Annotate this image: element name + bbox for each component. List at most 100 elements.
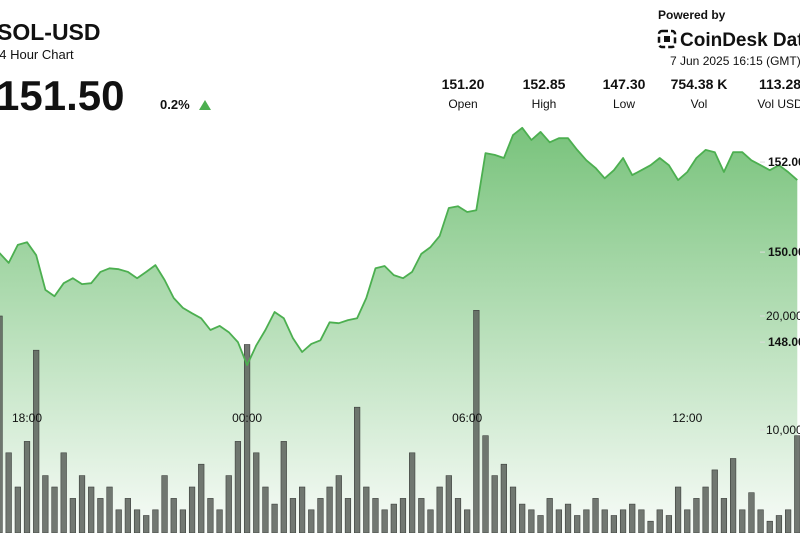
- volume-bar: [344, 498, 352, 533]
- volume-bar: [363, 486, 370, 533]
- volume-bar: [179, 509, 187, 533]
- change-arrow: [199, 100, 211, 110]
- volume-bar: [381, 509, 388, 533]
- volume-bar: [409, 452, 416, 533]
- y-tick-label: 148.00: [768, 335, 800, 349]
- volume-bar: [647, 520, 654, 533]
- x-tick-label: 00:00: [232, 411, 262, 425]
- volume-bar: [308, 509, 315, 533]
- y-tick-label: 150.00: [768, 245, 800, 259]
- volume-bar: [216, 509, 223, 533]
- volume-bar: [78, 475, 86, 533]
- y2-tick-label: 10,000: [766, 423, 800, 437]
- volume-bar: [427, 509, 434, 533]
- volume-bar: [454, 498, 462, 533]
- stat-label: Vol: [691, 97, 708, 111]
- volume-bar: [748, 492, 755, 533]
- volume-bar: [629, 503, 636, 533]
- volume-bar: [326, 486, 333, 533]
- volume-bar: [317, 498, 324, 533]
- volume-bar: [436, 486, 443, 533]
- stat-value: 151.20: [442, 76, 485, 92]
- volume-bar: [491, 475, 498, 533]
- stat-value: 152.85: [523, 76, 566, 92]
- volume-bar: [555, 509, 562, 533]
- y-tick-label: 152.00: [768, 155, 800, 169]
- volume-bar: [546, 498, 553, 533]
- volume-bar: [299, 486, 306, 533]
- price-area: [0, 127, 798, 533]
- x-tick-label: 06:00: [452, 411, 482, 425]
- volume-bar: [69, 498, 76, 533]
- volume-bar: [592, 498, 599, 533]
- volume-bar: [60, 452, 67, 533]
- volume-bar: [262, 486, 269, 533]
- volume-bar: [794, 435, 800, 533]
- volume-bar: [225, 475, 232, 533]
- volume-bar: [445, 475, 452, 533]
- volume-bar: [674, 486, 682, 533]
- volume-bar: [775, 515, 783, 533]
- volume-bar: [473, 309, 480, 533]
- brand-name: CoinDesk Data: [680, 30, 800, 51]
- price-line: [0, 126, 798, 366]
- volume-bar: [106, 486, 113, 533]
- volume-bar: [115, 509, 122, 533]
- stat-label: Open: [448, 97, 477, 111]
- volume-bar: [757, 509, 764, 533]
- volume-bar: [601, 509, 608, 533]
- volume-bar: [335, 475, 342, 533]
- volume-bar: [418, 498, 425, 533]
- volume-bar: [253, 452, 260, 533]
- volume-bar: [0, 315, 3, 533]
- header: SOL-USD 24 Hour Chart 151.50 0.2% Powere…: [0, 8, 800, 119]
- volume-bar: [23, 441, 31, 533]
- price-change: 0.2%: [160, 97, 190, 112]
- stat-value: 754.38 K: [671, 76, 728, 92]
- chart-subtitle: 24 Hour Chart: [0, 47, 74, 62]
- volume-bar: [509, 486, 517, 533]
- volume-bar: [14, 486, 21, 533]
- volume-bar: [152, 509, 159, 533]
- stat-value: 147.30: [603, 76, 646, 92]
- stat-value: 113.28: [759, 76, 800, 92]
- volume-bar: [500, 463, 507, 533]
- volume-bar: [188, 486, 196, 533]
- volume-bar: [33, 349, 40, 533]
- volume-bar: [161, 475, 168, 533]
- volume-bar: [739, 509, 746, 533]
- volume-bar: [124, 498, 131, 533]
- volume-bar: [133, 509, 141, 533]
- powered-by: Powered by: [658, 8, 726, 22]
- volume-bar: [354, 406, 361, 533]
- current-price: 151.50: [0, 72, 124, 119]
- volume-bar: [619, 509, 627, 533]
- volume-bar: [519, 503, 526, 533]
- volume-bar: [464, 509, 471, 533]
- volume-bar: [170, 498, 177, 533]
- volume-bar: [665, 515, 673, 533]
- plot-area: [0, 126, 800, 533]
- volume-bar: [97, 498, 104, 533]
- volume-bar: [372, 498, 379, 533]
- volume-bar: [610, 515, 617, 533]
- volume-bar: [482, 435, 489, 533]
- volume-bar: [271, 503, 278, 533]
- volume-bar: [729, 458, 737, 533]
- volume-bar: [234, 441, 242, 533]
- volume-bar: [51, 486, 58, 533]
- brand-logo: [657, 29, 677, 49]
- volume-bar: [684, 509, 691, 533]
- timestamp: 7 Jun 2025 16:15 (GMT): [670, 54, 800, 68]
- volume-bar: [711, 469, 718, 533]
- volume-bar: [638, 509, 645, 533]
- volume-bar: [766, 520, 773, 533]
- volume-bar: [785, 509, 792, 533]
- x-tick-label: 12:00: [672, 411, 702, 425]
- volume-bar: [720, 498, 728, 533]
- volume-bar: [280, 441, 287, 533]
- volume-bar: [42, 475, 49, 533]
- volume-bar: [574, 515, 581, 533]
- volume-bar: [390, 503, 397, 533]
- volume-bar: [583, 509, 590, 533]
